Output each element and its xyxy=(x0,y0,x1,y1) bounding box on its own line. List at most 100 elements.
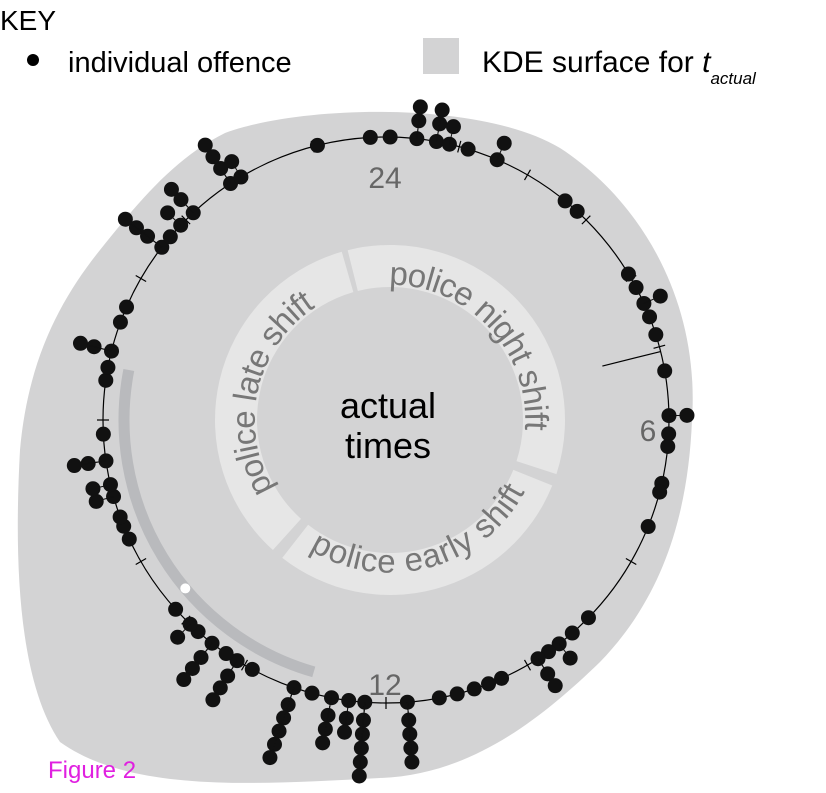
center-label: actual xyxy=(340,385,436,426)
offence-dot xyxy=(176,672,192,688)
offence-dot xyxy=(569,203,585,219)
offence-dot xyxy=(119,299,135,315)
hour-tick xyxy=(457,140,462,153)
offence-dot xyxy=(494,670,510,686)
offence-dot xyxy=(72,335,88,351)
stack-line xyxy=(269,687,295,758)
offence-dot xyxy=(100,359,116,375)
stack-line xyxy=(212,660,238,701)
offence-dot xyxy=(496,135,512,151)
offence-dot xyxy=(640,519,656,535)
offence-dot xyxy=(117,211,133,227)
offence-dot xyxy=(205,692,221,708)
offence-dot xyxy=(557,193,573,209)
offence-dot xyxy=(304,685,320,701)
offence-dot xyxy=(112,314,128,330)
offence-dot xyxy=(88,493,104,509)
offence-dot xyxy=(445,119,461,135)
offence-dot xyxy=(315,735,331,751)
offence-dot xyxy=(337,724,353,740)
clock-label: 6 xyxy=(640,415,657,448)
key-variable: t xyxy=(702,46,712,79)
offence-dot xyxy=(434,102,450,118)
offence-dot xyxy=(160,205,176,221)
caption: Figure 2 xyxy=(48,757,136,784)
stack-line xyxy=(358,702,366,777)
hour-tick xyxy=(240,659,249,671)
offence-dot xyxy=(431,690,447,706)
hour-tick xyxy=(653,344,666,349)
hour-tick xyxy=(135,557,147,566)
offence-dot xyxy=(628,280,644,296)
shift-segment xyxy=(282,469,553,595)
offence-dot xyxy=(170,629,186,645)
offence-dot xyxy=(642,309,658,325)
offence-dot xyxy=(162,229,178,245)
offence-dot xyxy=(362,129,378,145)
offence-dot xyxy=(218,646,234,662)
offence-dot xyxy=(66,458,82,474)
offence-dot xyxy=(562,650,578,666)
kde-surface xyxy=(17,111,693,783)
hour-tick xyxy=(523,659,532,671)
offence-dot xyxy=(112,509,128,525)
offence-dot xyxy=(466,681,482,697)
shift-segment xyxy=(347,245,565,475)
offence-dot xyxy=(580,610,596,626)
offence-dot xyxy=(95,426,111,442)
period-arc xyxy=(118,368,316,678)
offence-dot xyxy=(98,372,114,388)
key-label: individual offence xyxy=(68,47,292,79)
offence-dot xyxy=(197,137,213,153)
hour-tick xyxy=(523,169,532,181)
offence-dot xyxy=(660,438,676,454)
offence-dot xyxy=(564,625,580,641)
shift-segment xyxy=(215,251,354,551)
stack-line xyxy=(322,697,332,743)
hour-tick xyxy=(625,557,637,566)
offence-dot xyxy=(652,484,668,500)
period-marker xyxy=(180,583,191,594)
offence-dot xyxy=(404,754,420,770)
key-swatch xyxy=(423,38,459,74)
offence-dot xyxy=(412,99,428,115)
offence-dot xyxy=(481,676,497,692)
stack-line xyxy=(204,144,231,184)
clock-label: 24 xyxy=(368,162,401,195)
offence-dot xyxy=(262,750,278,766)
offence-dot xyxy=(351,768,367,784)
offence-dot xyxy=(244,661,260,677)
offence-dot xyxy=(620,266,636,282)
stack-line xyxy=(125,218,163,248)
key-label: KDE surface for tactual xyxy=(482,46,757,88)
offence-dot xyxy=(163,181,179,197)
hour-tick xyxy=(135,274,147,283)
offence-dots xyxy=(66,99,695,784)
offence-dot xyxy=(449,686,465,702)
offence-dot xyxy=(85,481,101,497)
stack-line xyxy=(406,702,413,763)
stack-line xyxy=(183,642,213,680)
offence-dot xyxy=(679,407,695,423)
offence-dot xyxy=(547,678,563,694)
key-label-text: KDE surface for xyxy=(482,46,694,79)
offence-dot xyxy=(309,137,325,153)
offence-dot xyxy=(652,288,668,304)
offence-dot xyxy=(541,644,557,660)
key-subscript: actual xyxy=(710,69,757,88)
offence-dot xyxy=(661,426,677,442)
offence-dot xyxy=(121,531,137,547)
offence-dot xyxy=(224,154,240,170)
key-title: KEY xyxy=(0,5,56,36)
offence-dot xyxy=(382,129,398,145)
key-dot xyxy=(27,54,39,66)
center-label: times xyxy=(345,425,431,466)
marker-tick xyxy=(602,350,661,367)
clock-label: 12 xyxy=(368,669,401,702)
offence-dot xyxy=(657,363,673,379)
hour-tick xyxy=(581,215,591,225)
offence-dot xyxy=(648,327,664,343)
offence-dot xyxy=(168,601,184,617)
